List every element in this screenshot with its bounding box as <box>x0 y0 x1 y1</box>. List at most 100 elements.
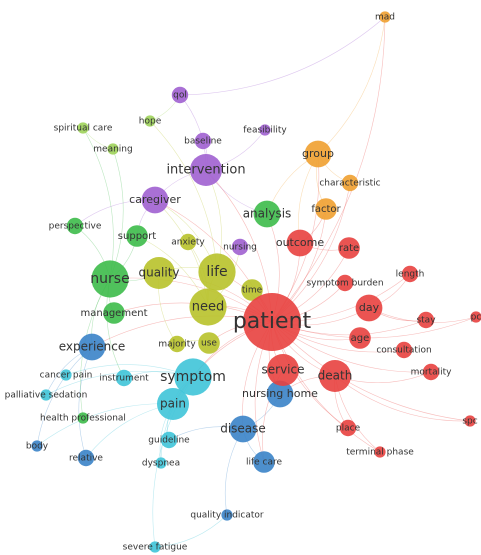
term-label-majority: majority <box>158 340 196 350</box>
node-rate[interactable] <box>338 237 360 259</box>
node-management[interactable] <box>103 302 125 324</box>
term-label-quality: quality <box>138 266 179 280</box>
node-instrument[interactable] <box>115 369 133 387</box>
term-label-body: body <box>26 442 49 452</box>
node-feasibility[interactable] <box>259 124 271 136</box>
node-meaning[interactable] <box>107 143 119 155</box>
node-analysis[interactable] <box>253 200 281 228</box>
node-experience[interactable] <box>78 333 106 361</box>
node-factor[interactable] <box>315 198 337 220</box>
link-life-hope <box>149 120 218 273</box>
term-label-place: place <box>336 424 361 434</box>
term-label-instrument: instrument <box>99 374 149 384</box>
node-death[interactable] <box>319 360 351 392</box>
node-support[interactable] <box>126 225 148 247</box>
term-label-life-care: life care <box>246 458 283 468</box>
node-dyspnea[interactable] <box>155 457 167 469</box>
term-label-need: need <box>192 300 225 315</box>
node-nursing-home[interactable] <box>266 380 294 408</box>
term-label-characteristic: characteristic <box>319 179 380 189</box>
node-health-professional[interactable] <box>77 412 89 424</box>
node-nursing[interactable] <box>231 238 249 256</box>
node-consultation[interactable] <box>395 341 413 359</box>
node-intervention[interactable] <box>190 154 222 186</box>
node-pain[interactable] <box>157 388 189 420</box>
term-label-rate: rate <box>339 243 359 254</box>
node-life-care[interactable] <box>253 451 275 473</box>
node-day[interactable] <box>355 294 383 322</box>
term-label-time: time <box>242 286 263 296</box>
node-service[interactable] <box>267 354 299 386</box>
node-hope[interactable] <box>144 115 156 127</box>
link-death-spc <box>334 375 471 422</box>
term-label-spiritual-care: spiritual care <box>54 124 113 134</box>
term-label-life: life <box>206 264 227 280</box>
node-caregiver[interactable] <box>141 186 169 214</box>
term-label-age: age <box>351 333 370 344</box>
node-guideline[interactable] <box>160 431 178 449</box>
link-pain-body <box>36 403 174 447</box>
node-anxiety[interactable] <box>179 233 197 251</box>
node-group[interactable] <box>304 140 332 168</box>
node-mortality[interactable] <box>422 363 440 381</box>
node-length[interactable] <box>401 265 419 283</box>
node-quality-indicator[interactable] <box>221 509 233 521</box>
term-label-cancer-pain: cancer pain <box>40 371 93 381</box>
term-label-caregiver: caregiver <box>129 193 181 206</box>
term-label-pain: pain <box>160 397 186 411</box>
link-patient-spc <box>271 321 471 422</box>
term-label-day: day <box>359 301 380 314</box>
node-body[interactable] <box>31 440 43 452</box>
node-age[interactable] <box>349 327 371 349</box>
node-quality[interactable] <box>143 257 175 289</box>
term-label-analysis: analysis <box>243 207 292 221</box>
term-label-palliative-sedation: palliative sedation <box>5 391 88 401</box>
node-outcome[interactable] <box>286 229 314 257</box>
term-label-meaning: meaning <box>93 145 132 155</box>
node-relative[interactable] <box>77 449 95 467</box>
node-disease[interactable] <box>229 415 257 443</box>
term-label-group: group <box>302 147 334 160</box>
term-label-length: length <box>396 270 425 280</box>
term-label-baseline: baseline <box>184 137 222 147</box>
node-symptom[interactable] <box>174 358 212 396</box>
term-label-mad: mad <box>375 13 395 23</box>
node-severe-fatigue[interactable] <box>149 541 161 553</box>
node-symptom-burden[interactable] <box>336 274 354 292</box>
node-use[interactable] <box>198 332 220 354</box>
node-majority[interactable] <box>168 335 186 353</box>
link-patient-mad <box>271 16 386 323</box>
term-label-consultation: consultation <box>376 346 431 356</box>
node-time[interactable] <box>241 279 263 301</box>
term-label-anxiety: anxiety <box>171 238 205 248</box>
term-label-nurse: nurse <box>90 271 129 287</box>
node-perspective[interactable] <box>66 217 84 235</box>
term-label-hope: hope <box>139 117 162 127</box>
term-label-experience: experience <box>59 340 126 354</box>
node-characteristic[interactable] <box>341 174 359 192</box>
node-qol[interactable] <box>171 86 189 104</box>
term-label-patient: patient <box>233 309 312 334</box>
term-label-death: death <box>318 369 353 383</box>
node-nurse[interactable] <box>91 260 129 298</box>
node-life[interactable] <box>198 253 236 291</box>
term-label-stay: stay <box>416 316 436 326</box>
term-label-dyspnea: dyspnea <box>142 459 180 469</box>
node-cancer-pain[interactable] <box>60 369 72 381</box>
node-patient[interactable] <box>243 293 301 351</box>
term-label-spc: spc <box>462 417 477 427</box>
node-palliative-sedation[interactable] <box>40 389 52 401</box>
term-label-disease: disease <box>220 422 266 436</box>
node-mad[interactable] <box>379 11 391 23</box>
node-terminal-phase[interactable] <box>374 446 386 458</box>
node-spc[interactable] <box>464 415 476 427</box>
node-stay[interactable] <box>417 311 435 329</box>
node-spiritual-care[interactable] <box>77 122 89 134</box>
term-label-intervention: intervention <box>166 163 245 178</box>
node-need[interactable] <box>189 288 227 326</box>
node-place[interactable] <box>339 419 357 437</box>
node-pc[interactable] <box>470 311 481 323</box>
link-qol-mad <box>179 16 386 96</box>
node-baseline[interactable] <box>194 132 212 150</box>
